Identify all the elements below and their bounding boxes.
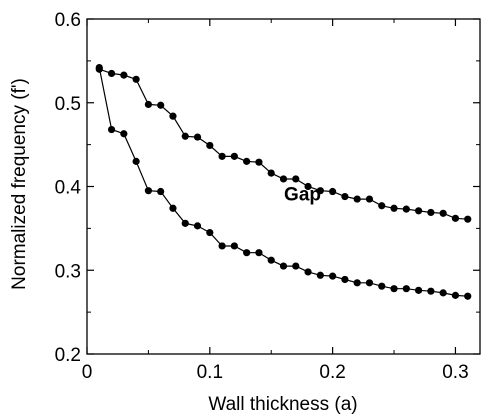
series-2-point xyxy=(365,279,374,287)
series-1-point xyxy=(316,187,324,195)
series-2-point xyxy=(378,282,386,290)
x-tick-label: 0.1 xyxy=(197,362,223,383)
series-1-point xyxy=(439,209,447,217)
series-1-point xyxy=(378,202,386,210)
series-2-point xyxy=(107,125,116,134)
series-1-point xyxy=(414,207,423,215)
series-2-point xyxy=(353,279,361,287)
series-2-point xyxy=(132,157,140,165)
series-1-point xyxy=(169,112,177,120)
series-1-point xyxy=(329,187,337,196)
series-1-point xyxy=(365,195,374,203)
x-tick-label: 0 xyxy=(82,362,93,383)
series-1-point xyxy=(279,175,288,183)
series-2-point xyxy=(255,249,263,257)
y-tick-label: 0.3 xyxy=(55,261,81,282)
series-2-point xyxy=(243,249,251,257)
series-2-point xyxy=(230,242,238,250)
y-tick-label: 0.2 xyxy=(55,345,81,366)
series-2-point xyxy=(144,187,153,195)
series-2-point xyxy=(390,285,398,293)
series-1-point xyxy=(120,71,128,79)
y-tick-label: 0.4 xyxy=(55,178,82,199)
series-2-point xyxy=(304,268,312,276)
series-1-point xyxy=(267,169,275,177)
y-tick-label: 0.5 xyxy=(55,94,81,115)
series-1-point xyxy=(451,214,460,222)
x-axis-label: Wall thickness (a) xyxy=(208,394,357,415)
x-tick-label: 0.3 xyxy=(442,362,468,383)
series-2-point xyxy=(341,275,349,284)
series-1-point xyxy=(230,152,238,160)
series-2-point xyxy=(267,256,275,264)
series-2-point xyxy=(292,262,300,270)
x-tick-label: 0.2 xyxy=(319,362,345,383)
series-1-point xyxy=(292,175,300,183)
series-1-point xyxy=(181,132,189,140)
series-1-point xyxy=(218,152,226,160)
series-layer: Gap xyxy=(95,63,472,300)
series-2-point xyxy=(451,291,460,299)
series-1-point xyxy=(144,100,153,109)
series-1-point xyxy=(193,133,202,141)
series-1-point xyxy=(107,69,116,78)
series-2-point xyxy=(427,287,435,295)
series-2-point xyxy=(181,219,189,227)
series-2-point xyxy=(157,187,165,196)
series-2-point xyxy=(193,222,202,230)
series-1-point xyxy=(353,195,361,203)
series-2-point xyxy=(402,285,410,293)
series-1-point xyxy=(427,208,435,217)
series-2-point xyxy=(206,228,214,237)
series-2-point xyxy=(464,292,472,300)
series-2-point xyxy=(218,242,226,250)
series-2-point xyxy=(169,204,177,212)
series-1-point xyxy=(206,141,214,150)
axis-layer: 0 0.1 0.2 0.3 0.2 0.3 0.4 0.5 0.6 xyxy=(55,10,480,383)
series-2-point xyxy=(95,63,103,72)
series-1-point xyxy=(402,205,410,213)
series-2-point xyxy=(329,272,337,280)
gap-annotation: Gap xyxy=(284,185,321,206)
series-2-point xyxy=(316,271,324,279)
series-1-point xyxy=(390,204,398,212)
series-1-point xyxy=(243,157,251,165)
series-2-point xyxy=(439,289,447,297)
series-1-point xyxy=(304,182,312,191)
series-1-point xyxy=(132,75,140,83)
series-1-point xyxy=(464,215,472,223)
series-1-point xyxy=(255,158,263,166)
series-2-point xyxy=(279,262,288,270)
series-1-point xyxy=(157,101,165,109)
series-2-point xyxy=(120,130,128,138)
series-2-point xyxy=(414,286,423,294)
series-1-point xyxy=(341,192,349,201)
y-axis-label: Normalized frequency (f') xyxy=(9,78,30,290)
y-tick-label: 0.6 xyxy=(55,10,81,31)
